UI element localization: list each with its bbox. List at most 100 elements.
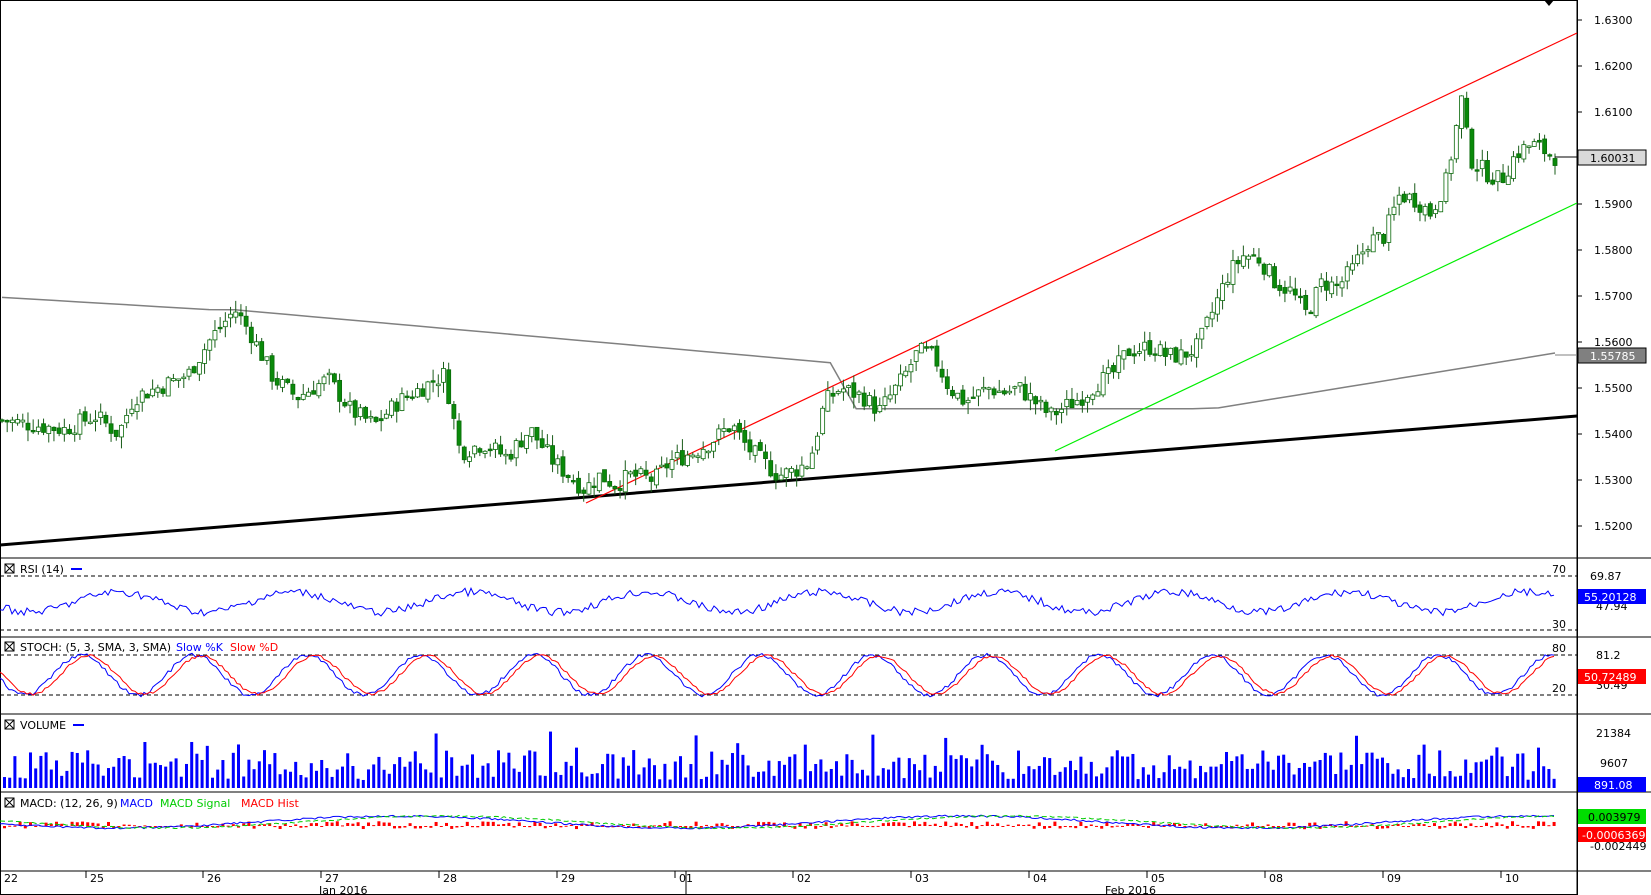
macd-hist-bar bbox=[289, 826, 292, 827]
candle-body bbox=[87, 421, 93, 425]
candle-body bbox=[321, 376, 327, 385]
month-label: Jan 2016 bbox=[318, 884, 367, 895]
volume-bar bbox=[1001, 772, 1005, 788]
candle-body bbox=[430, 380, 436, 383]
candlesticks bbox=[0, 91, 1558, 502]
macd-hist-bar bbox=[476, 826, 480, 828]
candle-body bbox=[274, 378, 280, 386]
candle-body bbox=[602, 469, 607, 483]
candle-body bbox=[409, 396, 415, 399]
macd-hist-bar bbox=[320, 826, 324, 827]
candle-body bbox=[1256, 257, 1262, 264]
macd-hist-bar bbox=[195, 822, 199, 826]
volume-bar bbox=[788, 756, 792, 788]
volume-bar bbox=[299, 774, 303, 788]
macd-hist-bar bbox=[1552, 821, 1556, 826]
day-label: 02 bbox=[797, 872, 811, 885]
candle-body bbox=[119, 424, 124, 438]
candle-body bbox=[815, 435, 820, 451]
volume-bar bbox=[221, 760, 225, 788]
stoch-d-line bbox=[0, 654, 1555, 696]
candle-body bbox=[347, 400, 353, 406]
volume-bar bbox=[621, 757, 625, 788]
candle-body bbox=[1204, 316, 1210, 327]
candle-body bbox=[711, 442, 716, 452]
volume-bars bbox=[3, 731, 1556, 788]
day-label: 05 bbox=[1151, 872, 1165, 885]
volume-bar bbox=[1167, 755, 1171, 788]
candle-body bbox=[1199, 327, 1205, 340]
candle-body bbox=[435, 383, 441, 387]
macd-hist-bar bbox=[1417, 823, 1421, 826]
candle-body bbox=[721, 428, 727, 432]
candle-body bbox=[846, 385, 852, 388]
candle-body bbox=[1085, 397, 1090, 403]
candle-body bbox=[898, 373, 903, 387]
candle-body bbox=[1059, 408, 1064, 413]
volume-bar bbox=[278, 774, 282, 788]
volume-bar bbox=[1240, 754, 1244, 788]
volume-bar bbox=[809, 771, 812, 788]
macd-label: MACD: (12, 26, 9) bbox=[20, 797, 118, 810]
candle-body bbox=[1178, 349, 1184, 365]
candle-body bbox=[35, 426, 41, 432]
volume-bar bbox=[481, 765, 485, 788]
macd-hist-bar bbox=[356, 822, 360, 826]
candle-body bbox=[861, 392, 867, 407]
volume-bar bbox=[850, 759, 854, 788]
candle-body bbox=[1303, 294, 1309, 310]
candle-body bbox=[145, 393, 150, 399]
candle-body bbox=[981, 386, 987, 390]
macd-hist-bar bbox=[1438, 826, 1442, 829]
volume-bar bbox=[876, 775, 880, 788]
candle-body bbox=[1412, 192, 1418, 208]
volume-bar bbox=[1131, 753, 1135, 788]
macd-hist-bar bbox=[892, 822, 896, 826]
candle-body bbox=[1220, 283, 1225, 301]
macd-hist-bar bbox=[663, 823, 667, 826]
macd-hist-bar bbox=[1453, 821, 1457, 826]
macd-hist-bar bbox=[34, 826, 38, 827]
last-price-tag bbox=[1577, 149, 1647, 166]
price-tick-label: 1.5500 bbox=[1594, 382, 1633, 395]
macd-hist-bar bbox=[497, 824, 500, 826]
volume-bar bbox=[226, 778, 230, 788]
candle-body bbox=[892, 384, 898, 396]
day-label: 09 bbox=[1387, 872, 1401, 885]
volume-bar bbox=[1355, 735, 1358, 788]
green-channel-line bbox=[1054, 202, 1578, 452]
macd-hist-bar bbox=[481, 821, 485, 826]
candle-body bbox=[596, 472, 602, 492]
volume-bar bbox=[892, 761, 896, 788]
candle-body bbox=[996, 390, 1002, 393]
volume-bar bbox=[1204, 772, 1208, 788]
candle-body bbox=[233, 311, 239, 318]
macd-hist-bar bbox=[949, 825, 953, 827]
candle-body bbox=[72, 432, 78, 435]
volume-bar bbox=[1157, 778, 1161, 788]
macd-hist-bar bbox=[1027, 824, 1031, 826]
candle-body bbox=[529, 427, 535, 437]
volume-bar bbox=[476, 777, 480, 788]
macd-hist-bar bbox=[351, 823, 355, 826]
volume-bar bbox=[1297, 767, 1301, 788]
volume-bar bbox=[29, 752, 32, 788]
volume-bar bbox=[387, 773, 391, 788]
volume-bar bbox=[1313, 761, 1317, 788]
volume-bar bbox=[1063, 767, 1067, 788]
macd-hist-bar bbox=[346, 823, 350, 826]
volume-bar bbox=[1521, 753, 1525, 788]
volume-bar bbox=[939, 771, 942, 788]
macd-hist-bar bbox=[23, 826, 27, 829]
candle-body bbox=[1225, 281, 1231, 285]
candle-body bbox=[259, 341, 265, 361]
volume-bar bbox=[1230, 761, 1234, 788]
volume-bar bbox=[1121, 756, 1124, 788]
volume-bar bbox=[642, 767, 646, 788]
volume-bar bbox=[1459, 775, 1462, 788]
candle-body bbox=[617, 487, 623, 491]
macd-hist-bar bbox=[1084, 826, 1088, 829]
macd-signal-line bbox=[0, 814, 1555, 830]
candle-body bbox=[1485, 160, 1490, 183]
macd-hist-bar bbox=[268, 823, 272, 826]
